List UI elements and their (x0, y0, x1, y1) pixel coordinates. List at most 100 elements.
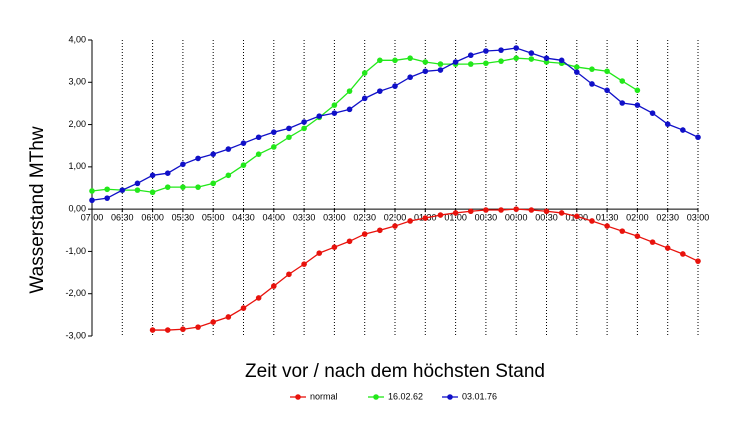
point (164, 170, 171, 176)
point (619, 100, 626, 106)
point (361, 70, 368, 76)
point (422, 59, 429, 65)
y-tick-label: -2,00 (65, 288, 86, 298)
point (119, 187, 126, 193)
point (634, 102, 641, 108)
point (240, 162, 247, 168)
point (286, 125, 292, 132)
x-tick-label: 06:30 (111, 213, 134, 223)
x-tick-label: 02:30 (353, 213, 376, 223)
point (316, 250, 323, 256)
point (225, 172, 232, 179)
point (271, 129, 277, 135)
point (407, 74, 413, 81)
x-axis-title: Zeit vor / nach dem höchsten Stand (245, 361, 545, 382)
point (361, 231, 368, 237)
point (452, 210, 459, 216)
x-tick-label: 03:00 (687, 213, 710, 223)
x-tick-label: 00:30 (475, 213, 498, 223)
point (210, 151, 216, 157)
legend-marker (447, 394, 453, 400)
point (377, 88, 383, 94)
point (467, 61, 474, 67)
point (255, 151, 262, 157)
x-tick-label: 05:00 (202, 213, 225, 223)
point (195, 324, 201, 330)
point (301, 125, 307, 132)
y-tick-label: -1,00 (65, 246, 86, 256)
point (574, 64, 580, 70)
point (346, 106, 353, 113)
point (680, 127, 686, 133)
x-tick-label: 03:30 (293, 213, 316, 223)
point (392, 83, 398, 89)
point (301, 119, 307, 125)
point (452, 59, 459, 65)
point (513, 45, 519, 51)
point (589, 81, 595, 87)
y-tick-label: -3,00 (65, 330, 86, 340)
point (695, 134, 701, 141)
point (134, 180, 141, 187)
y-tick-label: 0,00 (68, 204, 86, 214)
point (574, 213, 580, 220)
point (513, 55, 519, 61)
point (680, 251, 686, 257)
point (180, 326, 186, 333)
y-tick-label: 1,00 (68, 161, 86, 171)
point (286, 134, 292, 141)
point (210, 319, 216, 325)
point (589, 66, 595, 72)
point (286, 271, 292, 278)
point (195, 184, 201, 190)
point (225, 146, 232, 152)
point (649, 110, 656, 116)
point (195, 155, 201, 162)
point (422, 215, 429, 221)
point (604, 223, 610, 229)
point (407, 218, 413, 224)
point (589, 218, 595, 224)
x-tick-label: 02:00 (384, 213, 407, 223)
point (210, 180, 216, 187)
point (240, 140, 247, 146)
point (558, 210, 565, 216)
legend-marker (373, 394, 379, 400)
point (695, 258, 701, 264)
point (467, 208, 474, 215)
point (225, 314, 232, 320)
point (619, 78, 626, 84)
x-tick-label: 04:30 (232, 213, 255, 223)
point (89, 188, 95, 194)
point (467, 52, 474, 59)
point (255, 134, 262, 141)
x-tick-label: 04:00 (263, 213, 286, 223)
point (513, 206, 519, 212)
point (483, 48, 489, 54)
point (558, 57, 565, 64)
point (528, 207, 535, 213)
point (346, 88, 353, 94)
point (634, 233, 641, 240)
point (164, 184, 171, 190)
point (331, 102, 338, 108)
point (649, 239, 656, 245)
point (316, 113, 323, 119)
point (392, 57, 398, 64)
point (437, 212, 444, 218)
point (361, 95, 368, 102)
point (89, 197, 95, 204)
point (574, 69, 580, 75)
point (664, 121, 671, 127)
point (498, 47, 504, 53)
x-tick-label: 02:00 (626, 213, 649, 223)
point (483, 207, 489, 213)
point (271, 144, 277, 150)
point (422, 68, 429, 75)
point (331, 110, 338, 116)
y-tick-label: 4,00 (68, 34, 86, 44)
point (392, 223, 398, 229)
point (619, 228, 626, 234)
legend-label: 16.02.62 (388, 391, 423, 401)
